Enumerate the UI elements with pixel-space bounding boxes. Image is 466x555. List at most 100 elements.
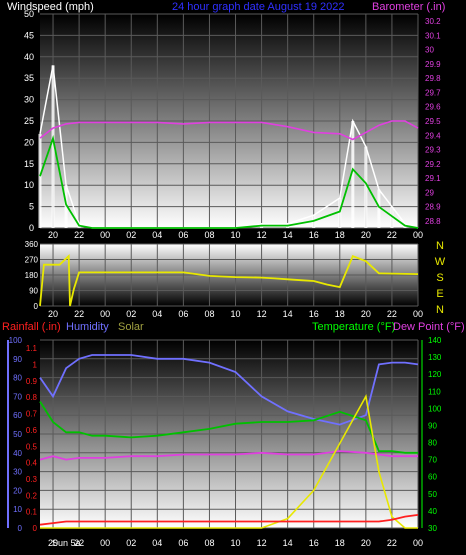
wind-time-tick-13: 22 [387, 230, 397, 240]
wind-time-tick-2: 00 [100, 230, 110, 240]
wind-direction-line [39, 254, 419, 307]
humidity-line [39, 354, 419, 426]
compass-letter-2: S [436, 272, 443, 284]
climate-time-tick-8: 10 [231, 538, 241, 548]
windspeed-tick-8: 40 [24, 52, 34, 62]
barometer-tick-14: 30.2 [425, 17, 441, 26]
wind-time-tick-11: 18 [335, 230, 345, 240]
wind-time-tick-1: 22 [74, 230, 84, 240]
windspeed-tick-5: 25 [24, 116, 34, 126]
humidity-tick-10: 100 [9, 336, 23, 345]
humidity-tick-2: 20 [13, 486, 22, 495]
temperature-tick-1: 40 [428, 507, 437, 516]
rainfall-tick-7: 0.7 [26, 410, 38, 419]
rainfall-line [39, 514, 419, 526]
direction-panel-grid [40, 243, 419, 307]
climate-panel-series [39, 354, 419, 529]
rainfall-tick-3: 0.3 [26, 475, 38, 484]
windspeed-tick-7: 35 [24, 73, 34, 83]
humidity-axis-title: Humidity [66, 321, 109, 333]
windspeed-tick-9: 45 [24, 30, 34, 40]
climate-time-tick-4: 02 [126, 538, 136, 548]
rainfall-tick-11: 1.1 [26, 344, 38, 353]
temperature-tick-5: 80 [428, 439, 437, 448]
dewpoint-line [39, 450, 418, 461]
temperature-axis-title: Temperature (°F) [312, 321, 395, 333]
humidity-tick-8: 80 [13, 374, 22, 383]
wind-time-tick-4: 04 [152, 230, 162, 240]
compass-letter-0: N [436, 240, 444, 252]
climate-time-tick-0: Sun 5a [52, 538, 81, 548]
temperature-tick-9: 120 [428, 370, 442, 379]
barometer-tick-5: 29.3 [425, 146, 441, 155]
direction-panel-series [39, 254, 419, 307]
temperature-tick-0: 30 [428, 524, 437, 533]
wind-time-tick-0: 20 [48, 230, 58, 240]
temperature-tick-7: 100 [428, 404, 442, 413]
solar-line [40, 394, 418, 529]
wind-time-tick-7: 10 [231, 230, 241, 240]
barometer-tick-11: 29.9 [425, 60, 441, 69]
wind-time-tick-3: 02 [126, 230, 136, 240]
graph-title: 24 hour graph date August 19 2022 [172, 1, 344, 13]
windspeed-tick-1: 5 [29, 202, 34, 212]
windspeed-ticks: 0 5 10 15 20 25 30 35 40 45 50 [24, 9, 34, 233]
wind-time-tick-12: 20 [361, 230, 371, 240]
direction-tick-4: 360 [25, 240, 39, 249]
climate-time-tick-6: 06 [178, 538, 188, 548]
direction-tick-2: 180 [25, 271, 39, 280]
direction-ticks: 0 90 180 270 360 [25, 240, 39, 311]
barometer-tick-4: 29.2 [425, 160, 441, 169]
dewpoint-axis-title: Dew Point (°F) [393, 321, 465, 333]
wind-time-tick-6: 08 [204, 230, 214, 240]
climate-time-tick-14: 22 [387, 538, 397, 548]
barometer-tick-13: 30.1 [425, 31, 441, 40]
temperature-tick-4: 70 [428, 456, 437, 465]
wind-time-tick-5: 06 [178, 230, 188, 240]
rainfall-axis-title: Rainfall (.in) [2, 321, 61, 333]
direction-time-tick-11: 18 [335, 309, 345, 319]
humidity-tick-1: 10 [13, 505, 22, 514]
wind-time-tick-9: 14 [283, 230, 293, 240]
temperature-tick-3: 60 [428, 473, 437, 482]
windspeed-tick-2: 10 [24, 180, 34, 190]
barometer-line [39, 120, 419, 141]
direction-time-tick-3: 02 [126, 309, 136, 319]
direction-time-tick-14: 00 [413, 309, 423, 319]
windspeed-tick-10: 50 [24, 9, 34, 19]
windspeed-tick-0: 0 [29, 223, 34, 233]
wind-time-ticks: 20 22 00 02 04 06 08 10 12 14 16 18 20 22 00 [48, 230, 423, 240]
rainfall-tick-6: 0.6 [26, 426, 38, 435]
humidity-tick-7: 70 [13, 392, 22, 401]
windspeed-tick-4: 20 [24, 137, 34, 147]
barometer-tick-2: 29 [425, 188, 434, 197]
windspeed-tick-6: 30 [24, 95, 34, 105]
rainfall-tick-5: 0.5 [26, 442, 38, 451]
direction-time-tick-8: 12 [257, 309, 267, 319]
barometer-tick-3: 29.1 [425, 174, 441, 183]
climate-time-tick-3: 00 [100, 538, 110, 548]
compass-letter-3: E [436, 288, 443, 300]
wind-time-tick-14: 00 [413, 230, 423, 240]
rainfall-tick-8: 0.8 [26, 393, 38, 402]
rainfall-tick-2: 0.2 [26, 491, 38, 500]
direction-tick-1: 90 [29, 287, 38, 296]
temperature-ticks: 30 40 50 60 70 80 90 100 110 120 130 140 [421, 336, 442, 533]
barometer-tick-0: 28.8 [425, 217, 441, 226]
barometer-tick-10: 29.8 [425, 74, 441, 83]
direction-time-tick-0: 20 [48, 309, 58, 319]
direction-time-tick-10: 16 [309, 309, 319, 319]
wind-panel-grid [40, 13, 419, 229]
rainfall-tick-4: 0.4 [26, 459, 38, 468]
barometer-tick-6: 29.4 [425, 131, 441, 140]
direction-time-tick-12: 20 [361, 309, 371, 319]
barometer-tick-8: 29.6 [425, 103, 441, 112]
climate-time-tick-5: 04 [152, 538, 162, 548]
direction-time-tick-9: 14 [283, 309, 293, 319]
compass-letter-4: N [436, 304, 444, 316]
humidity-tick-9: 90 [13, 355, 22, 364]
climate-time-tick-15: 00 [413, 538, 423, 548]
rainfall-tick-9: 0.9 [26, 377, 38, 386]
climate-time-tick-1: 20 [48, 538, 58, 548]
